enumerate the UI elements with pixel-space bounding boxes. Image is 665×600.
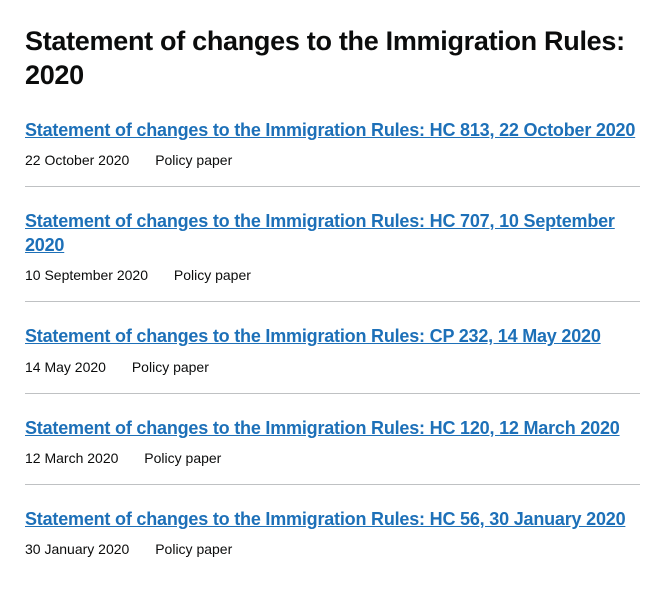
document-meta: 14 May 2020 Policy paper [25, 359, 640, 375]
document-item: Statement of changes to the Immigration … [25, 118, 640, 187]
document-type: Policy paper [174, 267, 251, 283]
document-link[interactable]: Statement of changes to the Immigration … [25, 211, 615, 255]
document-item: Statement of changes to the Immigration … [25, 324, 640, 393]
document-link[interactable]: Statement of changes to the Immigration … [25, 120, 635, 140]
document-type: Policy paper [132, 359, 209, 375]
document-type: Policy paper [144, 450, 221, 466]
document-meta: 22 October 2020 Policy paper [25, 152, 640, 168]
document-link[interactable]: Statement of changes to the Immigration … [25, 326, 601, 346]
document-date: 14 May 2020 [25, 359, 106, 375]
document-item: Statement of changes to the Immigration … [25, 416, 640, 485]
document-link[interactable]: Statement of changes to the Immigration … [25, 418, 620, 438]
document-meta: 10 September 2020 Policy paper [25, 267, 640, 283]
document-date: 10 September 2020 [25, 267, 148, 283]
document-type: Policy paper [155, 152, 232, 168]
document-type: Policy paper [155, 541, 232, 557]
document-date: 22 October 2020 [25, 152, 129, 168]
document-meta: 30 January 2020 Policy paper [25, 541, 640, 557]
document-list: Statement of changes to the Immigration … [25, 118, 640, 576]
document-meta: 12 March 2020 Policy paper [25, 450, 640, 466]
page-title: Statement of changes to the Immigration … [25, 25, 640, 93]
document-date: 12 March 2020 [25, 450, 118, 466]
document-link[interactable]: Statement of changes to the Immigration … [25, 509, 625, 529]
document-date: 30 January 2020 [25, 541, 129, 557]
document-item: Statement of changes to the Immigration … [25, 507, 640, 575]
document-item: Statement of changes to the Immigration … [25, 209, 640, 303]
